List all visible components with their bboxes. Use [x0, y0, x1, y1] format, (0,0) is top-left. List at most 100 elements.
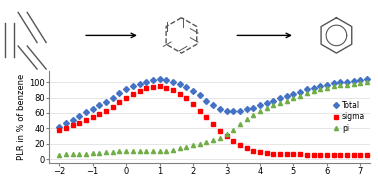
Total: [157, 78, 162, 80]
pi: [358, 82, 363, 84]
Total: [238, 110, 242, 112]
pi: [278, 102, 282, 104]
Total: [77, 115, 82, 117]
sigma: [191, 103, 195, 105]
pi: [164, 150, 169, 152]
pi: [338, 84, 342, 86]
Total: [84, 111, 88, 113]
sigma: [171, 89, 175, 91]
sigma: [338, 154, 342, 156]
Total: [285, 95, 289, 97]
pi: [231, 129, 235, 131]
pi: [271, 104, 276, 106]
Total: [305, 88, 309, 90]
pi: [265, 107, 269, 109]
Total: [352, 80, 356, 82]
pi: [238, 123, 242, 125]
pi: [157, 150, 162, 152]
sigma: [238, 144, 242, 146]
pi: [305, 92, 309, 94]
Total: [90, 108, 95, 110]
sigma: [130, 93, 135, 95]
pi: [325, 87, 329, 89]
Total: [97, 104, 102, 106]
pi: [197, 143, 202, 145]
sigma: [298, 153, 302, 155]
pi: [244, 118, 249, 120]
Total: [137, 83, 142, 85]
Total: [184, 86, 189, 88]
Total: [191, 90, 195, 92]
sigma: [90, 116, 95, 118]
pi: [70, 153, 75, 155]
pi: [64, 153, 68, 155]
pi: [117, 150, 122, 152]
Legend: Total, sigma, pi: Total, sigma, pi: [330, 99, 367, 134]
Total: [244, 108, 249, 110]
pi: [298, 95, 302, 97]
Total: [164, 79, 169, 81]
sigma: [144, 87, 149, 90]
pi: [144, 150, 149, 152]
sigma: [258, 151, 262, 153]
Total: [271, 100, 276, 102]
pi: [332, 85, 336, 87]
Total: [265, 102, 269, 104]
pi: [365, 81, 369, 83]
sigma: [204, 116, 209, 118]
sigma: [332, 154, 336, 156]
pi: [251, 114, 256, 116]
Total: [144, 81, 149, 83]
Total: [332, 82, 336, 84]
pi: [137, 150, 142, 152]
sigma: [64, 127, 68, 129]
pi: [285, 100, 289, 102]
pi: [291, 97, 296, 99]
sigma: [365, 154, 369, 156]
Total: [325, 84, 329, 86]
sigma: [184, 97, 189, 99]
Total: [117, 92, 122, 94]
sigma: [70, 124, 75, 126]
sigma: [278, 153, 282, 155]
sigma: [124, 97, 129, 99]
Total: [110, 97, 115, 99]
sigma: [211, 123, 215, 125]
sigma: [311, 154, 316, 156]
sigma: [231, 139, 235, 142]
Total: [124, 88, 129, 90]
pi: [110, 151, 115, 153]
pi: [97, 152, 102, 154]
Total: [218, 108, 222, 110]
sigma: [97, 113, 102, 115]
Total: [278, 97, 282, 99]
Total: [298, 90, 302, 93]
Total: [365, 78, 369, 80]
sigma: [358, 154, 363, 156]
Y-axis label: PLR in % of benzene: PLR in % of benzene: [17, 74, 26, 160]
Total: [224, 110, 229, 113]
pi: [318, 88, 322, 90]
sigma: [251, 150, 256, 152]
pi: [171, 149, 175, 151]
Total: [358, 79, 363, 81]
sigma: [157, 85, 162, 87]
sigma: [57, 129, 62, 131]
pi: [352, 83, 356, 85]
sigma: [197, 110, 202, 112]
sigma: [84, 119, 88, 121]
pi: [224, 133, 229, 136]
Total: [211, 104, 215, 106]
sigma: [110, 106, 115, 108]
Total: [251, 107, 256, 109]
sigma: [77, 122, 82, 124]
sigma: [164, 87, 169, 89]
Total: [204, 100, 209, 102]
pi: [345, 84, 349, 86]
Total: [171, 81, 175, 83]
sigma: [137, 90, 142, 92]
Total: [177, 83, 182, 85]
Total: [338, 81, 342, 83]
pi: [124, 150, 129, 152]
pi: [211, 139, 215, 141]
